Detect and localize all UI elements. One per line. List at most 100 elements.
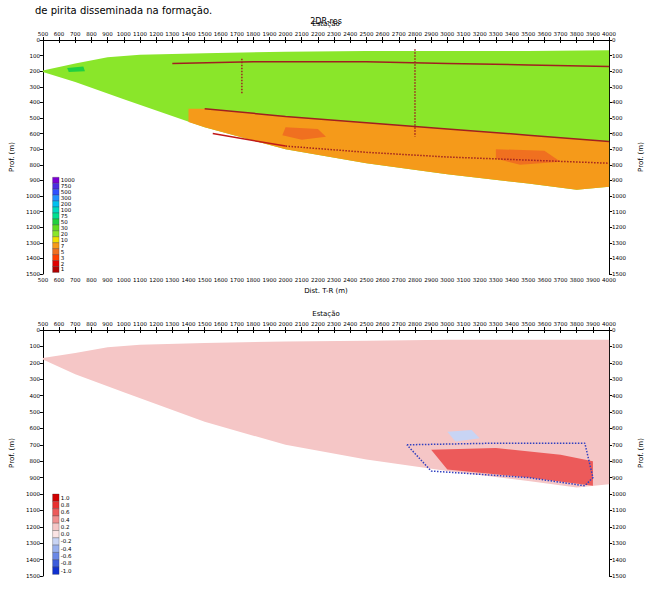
- svg-text:500: 500: [612, 115, 623, 121]
- svg-text:1.0: 1.0: [61, 495, 70, 501]
- svg-text:4000: 4000: [602, 321, 616, 327]
- svg-text:300: 300: [612, 376, 623, 382]
- svg-text:200: 200: [612, 360, 623, 366]
- svg-text:1400: 1400: [181, 277, 195, 283]
- svg-text:3200: 3200: [473, 31, 487, 37]
- svg-text:1100: 1100: [26, 209, 40, 215]
- svg-text:3700: 3700: [554, 277, 568, 283]
- svg-text:3500: 3500: [521, 31, 535, 37]
- svg-text:700: 700: [612, 442, 623, 448]
- svg-text:1800: 1800: [246, 31, 260, 37]
- svg-text:-0.6: -0.6: [61, 553, 72, 559]
- svg-text:2600: 2600: [376, 321, 390, 327]
- svg-text:1300: 1300: [612, 240, 626, 246]
- svg-text:1300: 1300: [165, 277, 179, 283]
- svg-text:900: 900: [612, 177, 623, 183]
- svg-text:1500: 1500: [198, 31, 212, 37]
- svg-text:4000: 4000: [602, 31, 616, 37]
- svg-text:Prof. (m): Prof. (m): [637, 438, 645, 468]
- svg-text:800: 800: [612, 162, 623, 168]
- svg-text:2400: 2400: [343, 277, 357, 283]
- svg-text:1900: 1900: [262, 321, 276, 327]
- svg-text:2900: 2900: [424, 277, 438, 283]
- svg-text:3700: 3700: [554, 321, 568, 327]
- svg-text:3300: 3300: [489, 31, 503, 37]
- svg-text:700: 700: [70, 31, 81, 37]
- svg-text:1600: 1600: [214, 277, 228, 283]
- svg-text:600: 600: [29, 131, 40, 137]
- svg-text:1400: 1400: [612, 557, 626, 563]
- svg-text:2600: 2600: [376, 277, 390, 283]
- svg-text:700: 700: [29, 442, 40, 448]
- svg-text:300: 300: [612, 84, 623, 90]
- svg-text:200: 200: [612, 68, 623, 74]
- svg-text:900: 900: [102, 277, 113, 283]
- svg-text:3100: 3100: [457, 31, 471, 37]
- svg-text:2200: 2200: [311, 321, 325, 327]
- svg-text:2300: 2300: [327, 31, 341, 37]
- svg-text:1300: 1300: [612, 540, 626, 546]
- svg-text:3500: 3500: [521, 321, 535, 327]
- svg-text:2500: 2500: [359, 277, 373, 283]
- svg-text:3800: 3800: [570, 31, 584, 37]
- svg-text:Prof. (m): Prof. (m): [637, 142, 645, 172]
- svg-text:400: 400: [29, 99, 40, 105]
- svg-text:3000: 3000: [440, 31, 454, 37]
- svg-text:1200: 1200: [612, 524, 626, 530]
- svg-text:0: 0: [612, 37, 616, 43]
- svg-text:-1.0: -1.0: [61, 568, 72, 574]
- svg-text:1000: 1000: [117, 31, 131, 37]
- svg-text:2100: 2100: [295, 277, 309, 283]
- svg-text:1800: 1800: [246, 321, 260, 327]
- svg-text:500: 500: [29, 409, 40, 415]
- svg-text:600: 600: [54, 31, 65, 37]
- svg-text:2200: 2200: [311, 31, 325, 37]
- svg-text:1500: 1500: [612, 573, 626, 579]
- svg-text:400: 400: [29, 393, 40, 399]
- svg-text:1400: 1400: [26, 557, 40, 563]
- svg-text:0.6: 0.6: [61, 509, 70, 515]
- svg-text:700: 700: [612, 146, 623, 152]
- svg-text:0.2: 0.2: [61, 524, 70, 530]
- svg-text:Prof. (m): Prof. (m): [8, 438, 16, 468]
- svg-text:3900: 3900: [586, 277, 600, 283]
- svg-text:2400: 2400: [343, 321, 357, 327]
- svg-text:1100: 1100: [133, 31, 147, 37]
- svg-text:900: 900: [612, 475, 623, 481]
- svg-text:2900: 2900: [424, 321, 438, 327]
- svg-text:1400: 1400: [181, 321, 195, 327]
- svg-text:600: 600: [54, 321, 65, 327]
- svg-text:600: 600: [612, 131, 623, 137]
- svg-text:1100: 1100: [133, 277, 147, 283]
- svg-text:3700: 3700: [554, 31, 568, 37]
- svg-text:0.4: 0.4: [61, 517, 70, 523]
- svg-text:4000: 4000: [602, 277, 616, 283]
- svg-text:600: 600: [612, 425, 623, 431]
- svg-text:2300: 2300: [327, 321, 341, 327]
- svg-text:1500: 1500: [198, 277, 212, 283]
- svg-text:700: 700: [70, 321, 81, 327]
- svg-text:3600: 3600: [537, 31, 551, 37]
- svg-text:1300: 1300: [26, 540, 40, 546]
- svg-text:3400: 3400: [505, 277, 519, 283]
- svg-text:1500: 1500: [26, 573, 40, 579]
- svg-text:100: 100: [29, 343, 40, 349]
- svg-text:1300: 1300: [165, 31, 179, 37]
- svg-text:600: 600: [54, 277, 65, 283]
- svg-text:3000: 3000: [440, 277, 454, 283]
- svg-text:1300: 1300: [165, 321, 179, 327]
- svg-text:900: 900: [29, 475, 40, 481]
- svg-text:100: 100: [612, 53, 623, 59]
- svg-text:1: 1: [61, 266, 65, 272]
- svg-text:500: 500: [29, 115, 40, 121]
- svg-text:3100: 3100: [457, 321, 471, 327]
- svg-text:900: 900: [102, 31, 113, 37]
- svg-text:1000: 1000: [117, 321, 131, 327]
- svg-text:1700: 1700: [230, 321, 244, 327]
- svg-text:3100: 3100: [457, 277, 471, 283]
- svg-text:3900: 3900: [586, 31, 600, 37]
- svg-text:2800: 2800: [408, 321, 422, 327]
- svg-text:3800: 3800: [570, 277, 584, 283]
- svg-text:-0.8: -0.8: [61, 560, 72, 566]
- svg-text:3000: 3000: [440, 321, 454, 327]
